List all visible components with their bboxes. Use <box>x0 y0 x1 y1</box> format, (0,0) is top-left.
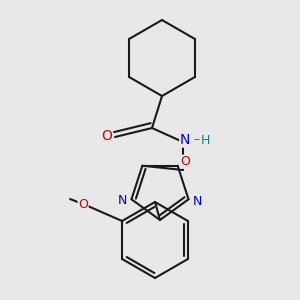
Text: O: O <box>181 155 190 168</box>
Text: N: N <box>193 195 202 208</box>
Text: N: N <box>180 133 190 147</box>
Text: O: O <box>102 129 112 143</box>
Text: –: – <box>194 134 200 146</box>
Text: O: O <box>78 199 88 212</box>
Text: H: H <box>200 134 210 146</box>
Text: N: N <box>118 194 127 207</box>
